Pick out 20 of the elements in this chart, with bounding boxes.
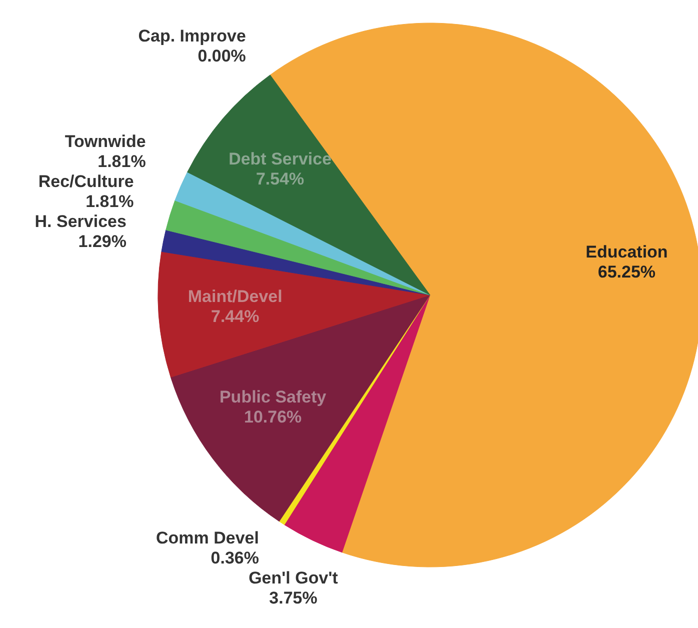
data-label: 1.81% bbox=[86, 192, 134, 212]
data-label: 0.36% bbox=[210, 548, 259, 568]
slice-label: Rec/Culture bbox=[38, 172, 134, 192]
slice-label: Maint/Devel bbox=[188, 286, 282, 306]
slice-label: Education bbox=[586, 242, 668, 262]
data-label: 7.44% bbox=[211, 306, 260, 326]
text: 0.00% bbox=[198, 46, 246, 66]
data-label: 3.75% bbox=[269, 588, 318, 608]
data-label: 65.25% bbox=[598, 262, 656, 282]
slice-label: Debt Service bbox=[228, 150, 332, 169]
category-label: Cap. Improve bbox=[138, 26, 246, 46]
slice-label: H. Services bbox=[34, 212, 126, 232]
data-label: 7.54% bbox=[256, 170, 304, 189]
slice-label: Gen'l Gov't bbox=[248, 568, 338, 588]
slice-label: Townwide bbox=[64, 132, 146, 152]
data-label: 1.81% bbox=[98, 152, 146, 172]
data-label: 1.29% bbox=[78, 232, 126, 252]
data-label: 10.76% bbox=[244, 407, 302, 426]
slice-label: Comm Devel bbox=[156, 528, 259, 548]
slice-label: Public Safety bbox=[219, 387, 327, 406]
